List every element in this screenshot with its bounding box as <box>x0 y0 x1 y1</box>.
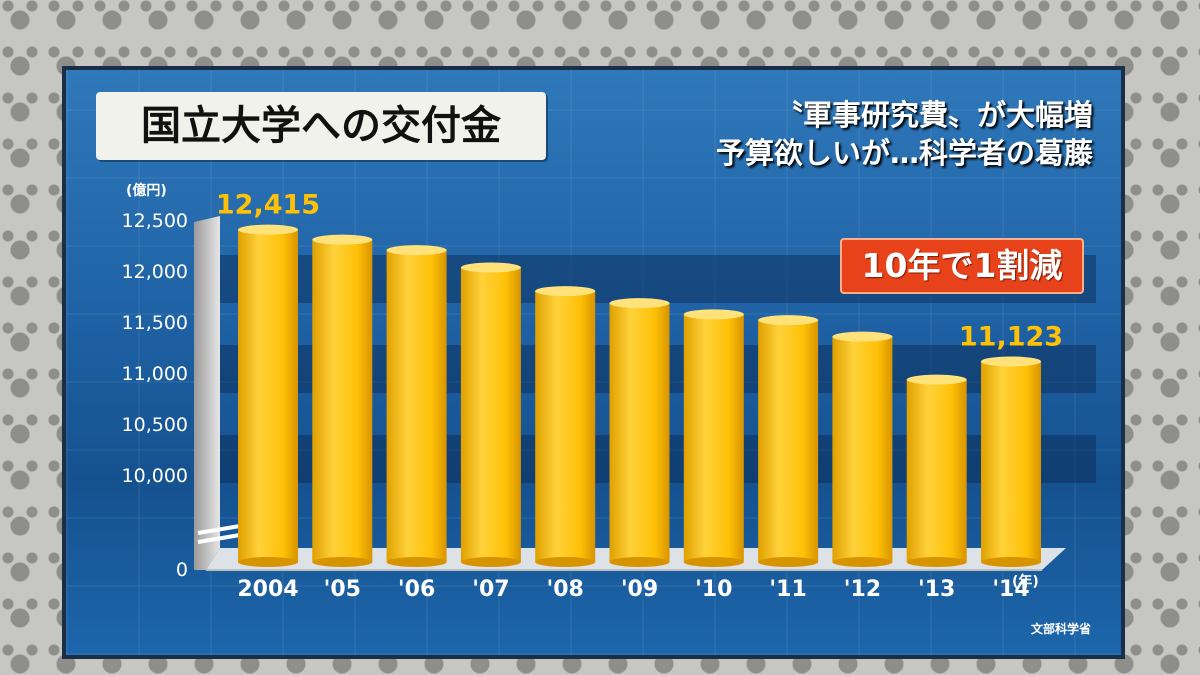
y-tick-label: 0 <box>176 559 188 581</box>
bar <box>758 320 819 562</box>
bar-base <box>609 557 670 567</box>
source-label: 文部科学省 <box>1030 622 1091 636</box>
bar <box>312 239 373 562</box>
bar-cap <box>460 262 521 273</box>
data-label: 11,123 <box>959 321 1063 352</box>
bar-cap <box>832 331 893 342</box>
bar <box>683 314 744 562</box>
bar <box>386 250 447 562</box>
bar-cap <box>683 309 744 320</box>
x-tick-labels: 2004 '05 '06 '07 '08 '09 '10 '11 '12 '13 '14 <box>237 577 1029 602</box>
data-labels: 12,415 11,123 <box>216 190 1063 353</box>
bar <box>460 267 521 562</box>
x-tick-label: '11 <box>769 577 806 602</box>
chart-back-wall <box>194 216 220 570</box>
bar-cap <box>312 234 373 245</box>
bar <box>238 229 298 563</box>
bar-base <box>683 557 744 567</box>
bar-cap <box>981 356 1041 367</box>
chart-title: 国立大学への交付金 <box>141 103 501 149</box>
bar-base <box>238 557 298 567</box>
y-axis-unit: (億円) <box>126 183 167 199</box>
x-tick-label: '10 <box>695 577 732 602</box>
bar-cap <box>535 286 596 297</box>
y-tick-label: 10,500 <box>122 414 188 436</box>
title-box: 国立大学への交付金 <box>96 92 546 160</box>
x-tick-label: '06 <box>398 577 435 602</box>
bar-chart: 12,500 12,000 11,500 11,000 10,500 10,000 0 20… <box>122 190 1066 602</box>
y-tick-label: 12,000 <box>122 261 188 283</box>
callout-badge: 10年で1割減 <box>840 238 1084 294</box>
broadcast-screen: 国立大学への交付金 〝軍事研究費〟が大幅増 予算欲しいが…科学者の葛藤 (億円)… <box>62 66 1125 659</box>
bar-cap <box>238 224 298 235</box>
data-label: 12,415 <box>216 190 320 221</box>
bar-base <box>386 557 447 567</box>
x-tick-label: '14 <box>992 577 1029 602</box>
x-tick-label: '13 <box>918 577 955 602</box>
y-tick-label: 11,500 <box>122 312 188 334</box>
x-tick-label: '05 <box>324 577 361 602</box>
bar-base <box>758 557 819 567</box>
bar-cap <box>386 245 447 256</box>
x-tick-label: 2004 <box>237 577 298 602</box>
bar-base <box>460 557 521 567</box>
subtitle-line-2: 予算欲しいが…科学者の葛藤 <box>715 136 1093 170</box>
y-tick-label: 12,500 <box>122 210 188 232</box>
bar <box>832 336 893 562</box>
x-tick-label: '09 <box>621 577 658 602</box>
bar <box>535 291 596 562</box>
bars <box>238 224 1041 567</box>
x-tick-label: '07 <box>472 577 509 602</box>
bar-cap <box>609 298 670 309</box>
bar-base <box>535 557 596 567</box>
y-tick-label: 11,000 <box>122 363 188 385</box>
x-axis-unit: (年) <box>1012 573 1039 590</box>
bar-base <box>981 557 1041 567</box>
bar-base <box>312 557 373 567</box>
bar <box>981 361 1041 562</box>
bar-base <box>832 557 893 567</box>
bar-cap <box>758 315 819 326</box>
y-tick-labels: 12,500 12,000 11,500 11,000 10,500 10,000 0 <box>122 210 188 581</box>
bar <box>906 379 967 562</box>
y-tick-label: 10,000 <box>122 465 188 487</box>
x-tick-label: '12 <box>844 577 881 602</box>
bar <box>609 303 670 562</box>
bar-cap <box>906 374 967 385</box>
x-tick-label: '08 <box>547 577 584 602</box>
subtitle-line-1: 〝軍事研究費〟が大幅増 <box>773 98 1093 132</box>
bar-base <box>906 557 967 567</box>
